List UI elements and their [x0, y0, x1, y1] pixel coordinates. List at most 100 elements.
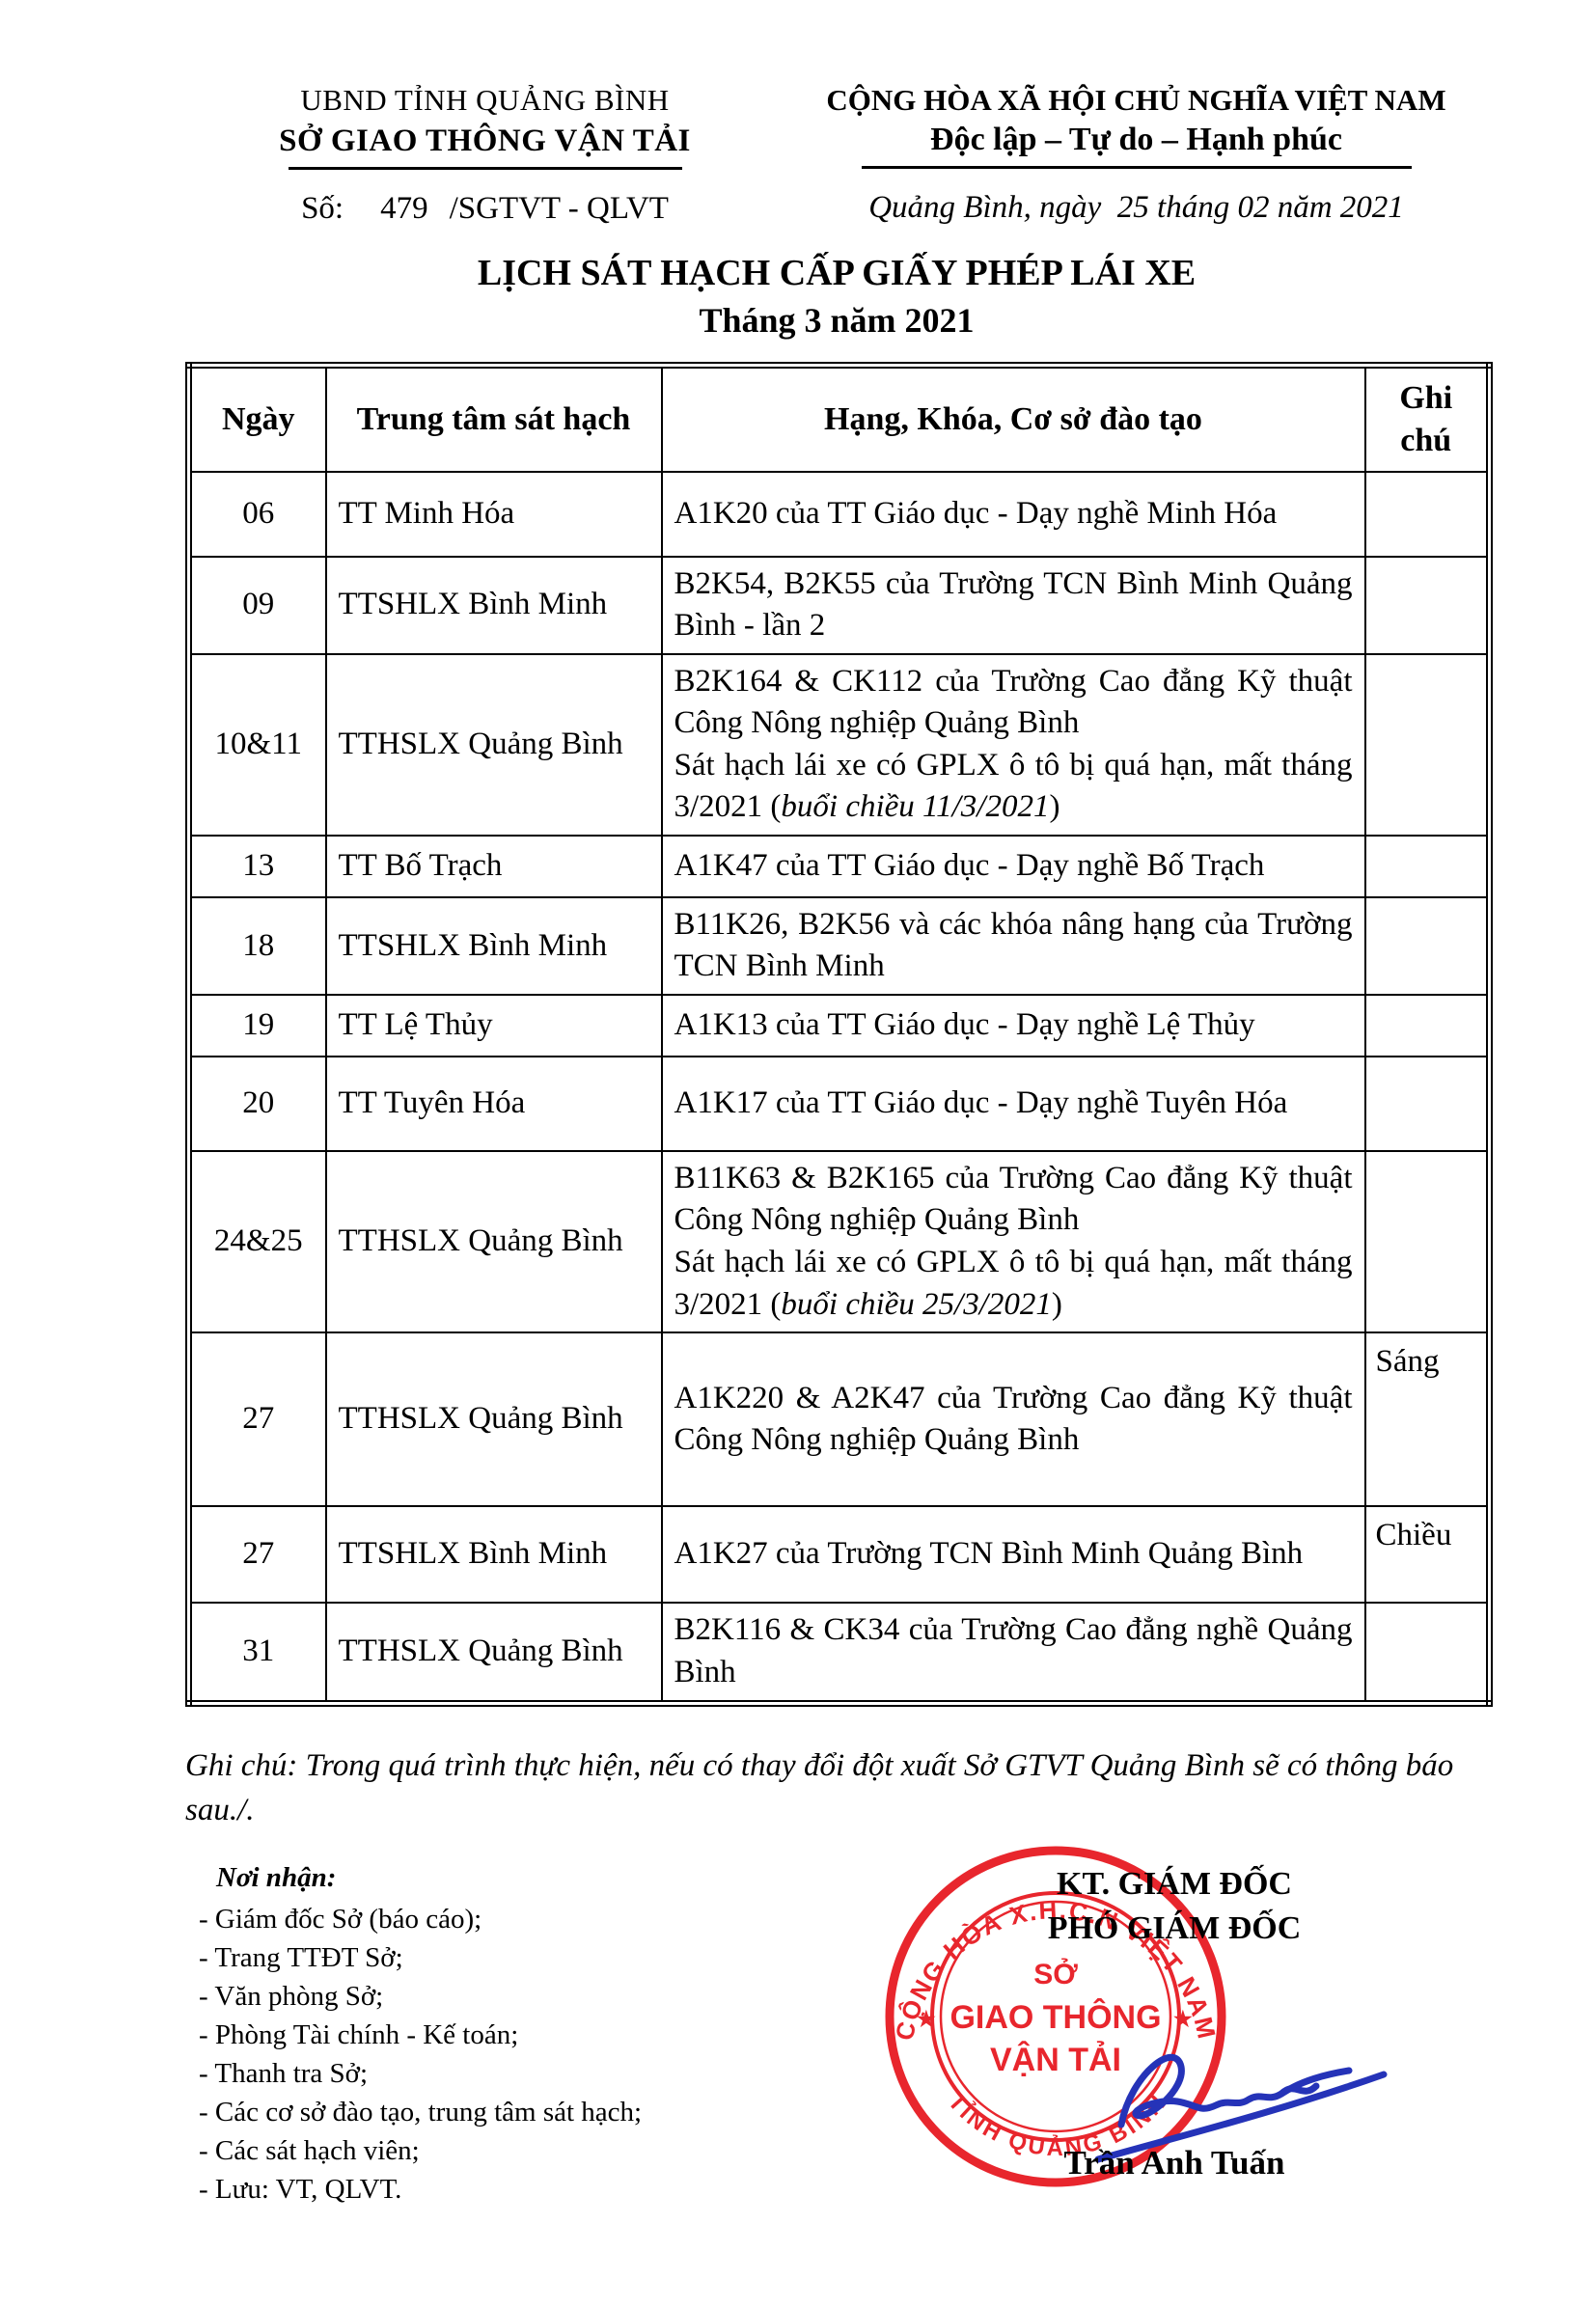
place-date-line: Quảng Bình, ngày 25 tháng 02 năm 2021 — [868, 190, 1404, 225]
col-header-course: Hạng, Khóa, Cơ sở đào tạo — [660, 364, 1366, 473]
document-number-suffix: /SGTVT - QLVT — [449, 191, 669, 226]
course-cell: B11K26, B2K56 và các khóa nâng hạng của … — [660, 895, 1366, 996]
table-row: 20 TT Tuyên Hóa A1K17 của TT Giáo dục - … — [187, 1055, 1491, 1152]
recipient-item: - Trang TTĐT Sở; — [199, 1942, 403, 1974]
table-row: 06 TT Minh Hóa A1K20 của TT Giáo dục - D… — [187, 470, 1491, 558]
table-header-row: Ngày Trung tâm sát hạch Hạng, Khóa, Cơ s… — [187, 364, 1491, 473]
recipient-item: - Các cơ sở đào tạo, trung tâm sát hạch; — [199, 2097, 643, 2128]
note-cell — [1363, 895, 1491, 996]
table-row: 18 TTSHLX Bình Minh B11K26, B2K56 và các… — [187, 895, 1491, 996]
national-title: CỘNG HÒA XÃ HỘI CHỦ NGHĨA VIỆT NAM — [826, 83, 1446, 117]
course-line: B2K164 & CK112 của Trường Cao đẳng Kỹ th… — [674, 663, 1353, 741]
center-cell: TTSHLX Bình Minh — [324, 1505, 663, 1605]
course-cell: A1K47 của TT Giáo dục - Dạy nghề Bố Trạc… — [660, 834, 1366, 898]
bottom-section: Nơi nhận: - Giám đốc Sở (báo cáo); - Tra… — [185, 1846, 1488, 2306]
stamp-star-right: ★ — [1173, 2007, 1193, 2031]
course-cell: A1K220 & A2K47 của Trường Cao đẳng Kỹ th… — [660, 1331, 1366, 1508]
course-cell: A1K17 của TT Giáo dục - Dạy nghề Tuyên H… — [660, 1055, 1366, 1152]
course-text: Sát hạch lái xe có GPLX ô tô bị quá hạn,… — [674, 747, 1353, 825]
motto-underline — [861, 166, 1412, 169]
course-line: Sát hạch lái xe có GPLX ô tô bị quá hạn,… — [674, 1242, 1353, 1326]
recipient-item: - Các sát hạch viên; — [199, 2135, 420, 2167]
center-cell: TTSHLX Bình Minh — [324, 895, 663, 996]
national-motto-block: CỘNG HÒA XÃ HỘI CHỦ NGHĨA VIỆT NAM Độc l… — [784, 83, 1488, 227]
signer-title-deputy: PHÓ GIÁM ĐỐC — [1047, 1910, 1302, 1947]
note-cell — [1363, 1602, 1491, 1705]
document-header: UBND TỈNH QUẢNG BÌNH SỞ GIAO THÔNG VẬN T… — [185, 83, 1488, 227]
footnote: Ghi chú: Trong quá trình thực hiện, nếu … — [185, 1747, 1454, 1828]
day-cell: 20 — [187, 1055, 327, 1152]
document-number-label: Số: — [301, 191, 344, 226]
stamp-center-line2: GIAO THÔNG — [949, 1998, 1161, 2036]
table-row: 27 TTSHLX Bình Minh A1K27 của Trường TCN… — [187, 1505, 1491, 1605]
center-cell: TT Lệ Thủy — [324, 993, 663, 1057]
course-text: ) — [1051, 1286, 1062, 1322]
day-cell: 10&11 — [187, 652, 327, 837]
recipient-item: - Thanh tra Sở; — [199, 2058, 369, 2090]
day-cell: 24&25 — [187, 1149, 327, 1334]
day-cell: 27 — [187, 1505, 327, 1605]
course-line: B11K63 & B2K165 của Trường Cao đẳng Kỹ t… — [674, 1160, 1353, 1238]
agency-underline — [288, 167, 682, 170]
signer-name: Trần Anh Tuấn — [1063, 2144, 1285, 2182]
note-cell — [1363, 1149, 1491, 1334]
day-cell: 18 — [187, 895, 327, 996]
center-cell: TT Tuyên Hóa — [324, 1055, 663, 1152]
center-cell: TTHSLX Quảng Bình — [324, 1331, 663, 1508]
note-cell: Sáng — [1363, 1331, 1491, 1508]
national-motto: Độc lập – Tự do – Hạnh phúc — [930, 122, 1342, 157]
course-cell: B11K63 & B2K165 của Trường Cao đẳng Kỹ t… — [660, 1149, 1366, 1334]
handwritten-signature — [1094, 2054, 1388, 2163]
signer-titles: KT. GIÁM ĐỐC PHÓ GIÁM ĐỐC — [861, 1862, 1488, 1947]
day-cell: 06 — [187, 470, 327, 558]
course-italic-note: buổi chiều 11/3/2021 — [781, 789, 1050, 825]
course-line: Sát hạch lái xe có GPLX ô tô bị quá hạn,… — [674, 745, 1353, 829]
document-page: UBND TỈNH QUẢNG BÌNH SỞ GIAO THÔNG VẬN T… — [185, 83, 1493, 2205]
center-cell: TT Bố Trạch — [324, 834, 663, 898]
day-cell: 31 — [187, 1602, 327, 1705]
course-text: Sát hạch lái xe có GPLX ô tô bị quá hạn,… — [674, 1244, 1353, 1322]
issuing-agency-block: UBND TỈNH QUẢNG BÌNH SỞ GIAO THÔNG VẬN T… — [185, 83, 784, 227]
agency-name: SỞ GIAO THÔNG VẬN TẢI — [279, 124, 691, 158]
document-number-line: Số: 479/SGTVT - QLVT — [185, 191, 784, 227]
center-cell: TTHSLX Quảng Bình — [324, 1149, 663, 1334]
table-row: 09 TTSHLX Bình Minh B2K54, B2K55 của Trư… — [187, 555, 1491, 655]
stamp-star-left: ★ — [917, 2007, 936, 2031]
recipient-item: - Phòng Tài chính - Kế toán; — [199, 2019, 519, 2051]
note-cell — [1363, 470, 1491, 558]
note-cell — [1363, 652, 1491, 837]
day-cell: 27 — [187, 1331, 327, 1508]
table-row: 27 TTHSLX Quảng Bình A1K220 & A2K47 của … — [187, 1331, 1491, 1508]
recipients-label: Nơi nhận: — [216, 1862, 337, 1894]
note-cell: Chiều — [1363, 1505, 1491, 1605]
recipient-item: - Lưu: VT, QLVT. — [199, 2174, 402, 2206]
table-row: 10&11 TTHSLX Quảng Bình B2K164 & CK112 c… — [187, 652, 1491, 837]
table-row: 31 TTHSLX Quảng Bình B2K116 & CK34 của T… — [187, 1602, 1491, 1705]
course-cell: B2K116 & CK34 của Trường Cao đẳng nghề Q… — [660, 1602, 1366, 1705]
schedule-table: Ngày Trung tâm sát hạch Hạng, Khóa, Cơ s… — [185, 362, 1493, 1707]
day-cell: 19 — [187, 993, 327, 1057]
course-cell: A1K20 của TT Giáo dục - Dạy nghề Minh Hó… — [660, 470, 1366, 558]
day-cell: 09 — [187, 555, 327, 655]
day-cell: 13 — [187, 834, 327, 898]
table-row: 24&25 TTHSLX Quảng Bình B11K63 & B2K165 … — [187, 1149, 1491, 1334]
table-row: 19 TT Lệ Thủy A1K13 của TT Giáo dục - Dạ… — [187, 993, 1491, 1057]
note-cell — [1363, 1055, 1491, 1152]
center-cell: TTHSLX Quảng Bình — [324, 652, 663, 837]
course-cell: A1K13 của TT Giáo dục - Dạy nghề Lệ Thủy — [660, 993, 1366, 1057]
center-cell: TT Minh Hóa — [324, 470, 663, 558]
page-subtitle: Tháng 3 năm 2021 — [699, 301, 975, 340]
course-italic-note: buổi chiều 25/3/2021 — [781, 1286, 1052, 1322]
page-title: LỊCH SÁT HẠCH CẤP GIẤY PHÉP LÁI XE — [477, 253, 1197, 293]
document-title-block: LỊCH SÁT HẠCH CẤP GIẤY PHÉP LÁI XE Tháng… — [185, 252, 1488, 341]
stamp-center-line3: VẬN TẢI — [990, 2042, 1121, 2078]
course-text: ) — [1049, 789, 1060, 825]
note-cell — [1363, 834, 1491, 898]
signature-block: CỘNG HÒA X.H.C.N VIỆT NAM TỈNH QUẢNG BÌN… — [861, 1846, 1488, 2306]
course-cell: B2K54, B2K55 của Trường TCN Bình Minh Qu… — [660, 555, 1366, 655]
recipients-block: Nơi nhận: - Giám đốc Sở (báo cáo); - Tra… — [185, 1862, 861, 2306]
table-row: 13 TT Bố Trạch A1K47 của TT Giáo dục - D… — [187, 834, 1491, 898]
recipient-item: - Văn phòng Sở; — [199, 1981, 384, 2013]
col-header-center: Trung tâm sát hạch — [324, 364, 663, 473]
col-header-note: Ghi chú — [1363, 364, 1491, 473]
